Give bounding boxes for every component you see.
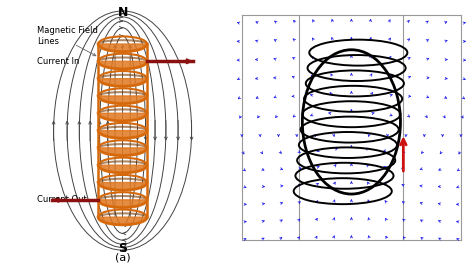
Polygon shape [98,79,147,86]
Polygon shape [98,96,147,103]
Polygon shape [98,182,147,190]
Polygon shape [98,217,147,225]
Polygon shape [98,131,147,138]
Polygon shape [98,200,147,208]
Text: Magnetic Field
Lines: Magnetic Field Lines [37,26,98,46]
Polygon shape [98,148,147,155]
Polygon shape [98,61,147,69]
Polygon shape [98,113,147,121]
Text: Current In: Current In [37,57,80,66]
Text: (a): (a) [115,253,130,263]
Text: Current Out: Current Out [37,195,87,204]
Polygon shape [98,44,147,51]
Polygon shape [98,165,147,173]
Text: S: S [118,242,127,255]
Text: N: N [118,6,128,19]
